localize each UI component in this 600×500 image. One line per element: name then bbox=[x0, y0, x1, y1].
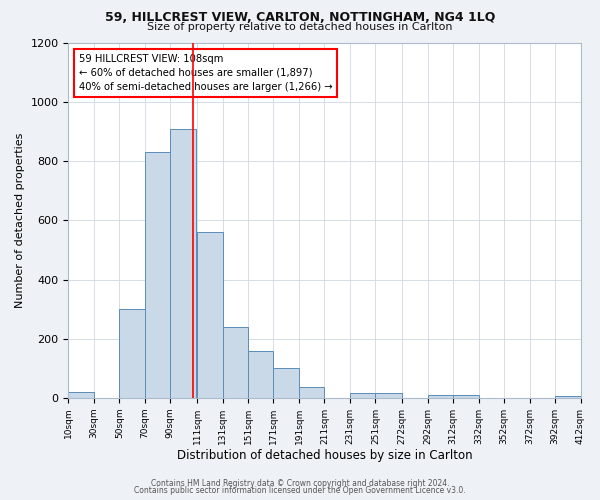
Bar bbox=[170, 129, 196, 398]
Bar bbox=[248, 350, 274, 398]
Text: Size of property relative to detached houses in Carlton: Size of property relative to detached ho… bbox=[147, 22, 453, 32]
Bar bbox=[223, 327, 248, 398]
Text: Contains HM Land Registry data © Crown copyright and database right 2024.: Contains HM Land Registry data © Crown c… bbox=[151, 478, 449, 488]
X-axis label: Distribution of detached houses by size in Carlton: Distribution of detached houses by size … bbox=[176, 450, 472, 462]
Bar bbox=[453, 395, 479, 398]
Text: Contains public sector information licensed under the Open Government Licence v3: Contains public sector information licen… bbox=[134, 486, 466, 495]
Bar bbox=[428, 395, 453, 398]
Bar bbox=[376, 394, 402, 398]
Bar bbox=[555, 396, 581, 398]
Y-axis label: Number of detached properties: Number of detached properties bbox=[15, 132, 25, 308]
Bar bbox=[350, 394, 376, 398]
Bar bbox=[119, 309, 145, 398]
Bar bbox=[274, 368, 299, 398]
Bar bbox=[68, 392, 94, 398]
Bar bbox=[197, 232, 223, 398]
Text: 59, HILLCREST VIEW, CARLTON, NOTTINGHAM, NG4 1LQ: 59, HILLCREST VIEW, CARLTON, NOTTINGHAM,… bbox=[105, 11, 495, 24]
Bar bbox=[145, 152, 170, 398]
Text: 59 HILLCREST VIEW: 108sqm
← 60% of detached houses are smaller (1,897)
40% of se: 59 HILLCREST VIEW: 108sqm ← 60% of detac… bbox=[79, 54, 332, 92]
Bar bbox=[299, 388, 325, 398]
